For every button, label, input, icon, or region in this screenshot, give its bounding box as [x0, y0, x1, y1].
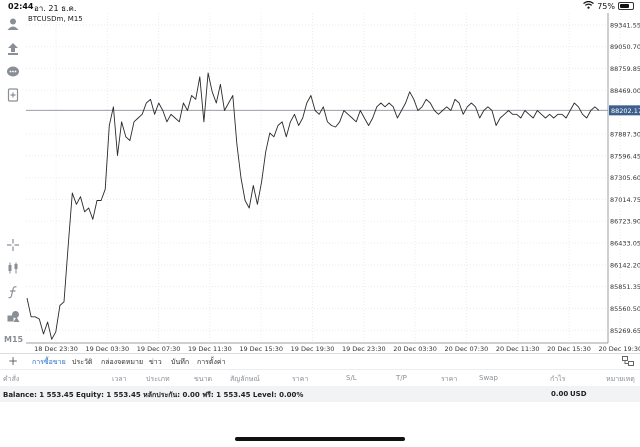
y-tick-label: 85560.50: [610, 305, 640, 313]
battery-level: [620, 4, 629, 8]
battery-percent: 75%: [597, 1, 615, 11]
x-tick-label: 20 Dec 19:30: [598, 345, 640, 353]
price-series-line: [26, 72, 600, 340]
trade-icon[interactable]: [4, 40, 22, 58]
col-volume: ขนาด: [194, 375, 213, 383]
new-doc-icon[interactable]: [4, 86, 22, 104]
status-time: 02:44: [8, 2, 34, 11]
chart-toolbar: M15: [0, 13, 26, 344]
y-tick-label: 87596.45: [610, 152, 640, 160]
x-tick-label: 20 Dec 15:30: [547, 345, 591, 353]
col-sl: S/L: [346, 374, 357, 382]
col-time: เวลา: [112, 375, 127, 383]
x-tick-label: 18 Dec 23:30: [34, 345, 78, 353]
chart-symbol-label: BTCUSDm, M15: [28, 15, 83, 23]
user-icon[interactable]: [4, 15, 22, 33]
battery-icon: [618, 2, 634, 10]
y-tick-label: 89341.55: [610, 21, 640, 29]
objects-icon[interactable]: [4, 307, 22, 325]
tab-journal[interactable]: บันทึก: [171, 358, 190, 366]
x-tick-label: 19 Dec 03:30: [85, 345, 129, 353]
current-price-label: 88202.17: [611, 107, 640, 115]
col-swap: Swap: [479, 374, 498, 382]
home-indicator: [235, 437, 405, 441]
tab-settings[interactable]: การตั้งค่า: [197, 358, 226, 366]
tab-history[interactable]: ประวัติ: [72, 358, 93, 366]
col-order: คำสั่ง: [3, 375, 20, 383]
split-view-icon[interactable]: [622, 356, 634, 366]
x-tick-label: 19 Dec 11:30: [188, 345, 232, 353]
col-price-open: ราคา: [292, 375, 309, 383]
chat-icon[interactable]: [4, 63, 22, 81]
x-tick-label: 20 Dec 07:30: [445, 345, 489, 353]
col-symbol: สัญลักษณ์: [230, 375, 260, 383]
add-tab-button[interactable]: +: [8, 354, 19, 368]
y-tick-label: 86142.20: [610, 261, 640, 269]
y-tick-label: 85269.65: [610, 327, 640, 335]
price-chart[interactable]: 18 Dec 23:30 19 Dec 03:30 19 Dec 07:30 19 D…: [26, 13, 640, 357]
candles-icon[interactable]: [4, 259, 22, 277]
col-profit: กำไร: [550, 375, 566, 383]
y-tick-label: 86433.05: [610, 240, 640, 248]
x-tick-label: 20 Dec 11:30: [496, 345, 540, 353]
y-tick-label: 85851.35: [610, 283, 640, 291]
x-tick-label: 19 Dec 23:30: [342, 345, 386, 353]
col-comment: หมายเหตุ: [606, 375, 635, 383]
account-currency: USD: [570, 390, 587, 398]
y-tick-label: 89050.70: [610, 43, 640, 51]
y-tick-label: 87014.75: [610, 196, 640, 204]
y-tick-label: 87305.60: [610, 174, 640, 182]
current-price-tag: [609, 105, 640, 116]
terminal-tabs: + การซื้อขาย ประวัติ กล่องจดหมาย ข่าว บั…: [0, 353, 640, 370]
col-type: ประเภท: [146, 375, 170, 383]
balance-row: Balance: 1 553.45 Equity: 1 553.45 หลักป…: [0, 386, 640, 402]
total-profit: 0.00: [551, 390, 569, 398]
crosshair-icon[interactable]: [4, 236, 22, 254]
x-tick-label: 20 Dec 03:30: [393, 345, 437, 353]
trade-table-header: คำสั่ง เวลา ประเภท ขนาด สัญลักษณ์ ราคา S…: [0, 369, 640, 386]
x-tick-label: 19 Dec 19:30: [291, 345, 335, 353]
price-chart-svg: 18 Dec 23:30 19 Dec 03:30 19 Dec 07:30 19 D…: [26, 13, 640, 353]
balance-summary: Balance: 1 553.45 Equity: 1 553.45 หลักป…: [3, 391, 304, 399]
y-tick-label: 88759.85: [610, 65, 640, 73]
timeframe-label[interactable]: M15: [4, 335, 24, 344]
function-icon[interactable]: [4, 283, 22, 301]
tab-news[interactable]: ข่าว: [149, 358, 162, 366]
status-bar: 02:44 อา. 21 ธ.ค. 75%: [0, 0, 640, 13]
col-tp: T/P: [396, 374, 407, 382]
status-right: 75%: [583, 0, 634, 11]
status-date: อา. 21 ธ.ค.: [34, 4, 77, 13]
tab-mailbox[interactable]: กล่องจดหมาย: [101, 358, 144, 366]
x-tick-label: 19 Dec 15:30: [239, 345, 283, 353]
y-tick-label: 87887.30: [610, 130, 640, 138]
col-price-current: ราคา: [441, 375, 458, 383]
wifi-icon: [583, 0, 595, 11]
x-tick-label: 19 Dec 07:30: [137, 345, 181, 353]
y-tick-label: 88469.00: [610, 87, 640, 95]
y-tick-label: 86723.90: [610, 218, 640, 226]
